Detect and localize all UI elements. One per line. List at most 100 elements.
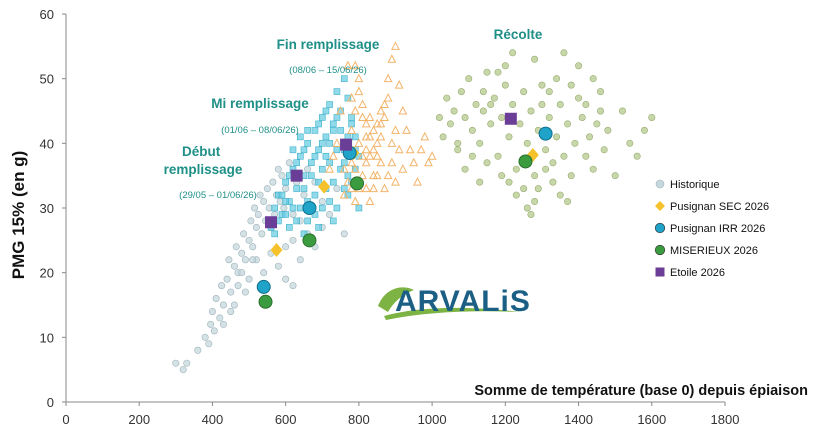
data-point: [513, 166, 519, 172]
annotation-mi-remplissage: Mi remplissage: [211, 96, 309, 111]
data-point: [319, 114, 325, 120]
data-point: [524, 140, 530, 146]
data-point: [377, 107, 384, 114]
data-point: [597, 108, 603, 114]
data-point: [340, 139, 352, 151]
data-point: [546, 88, 552, 94]
data-point: [297, 205, 303, 211]
data-point: [334, 114, 340, 120]
data-point: [564, 198, 570, 204]
logo-text: ARVALiS: [395, 285, 531, 318]
x-tick-label: 1800: [711, 412, 740, 427]
data-point: [381, 185, 388, 192]
data-point: [283, 199, 289, 205]
data-point: [392, 178, 399, 185]
data-point: [248, 218, 254, 224]
y-tick-label: 0: [47, 395, 54, 410]
data-point: [305, 127, 311, 133]
data-point: [303, 234, 316, 247]
data-point: [550, 179, 556, 185]
data-point: [480, 108, 486, 114]
data-point: [374, 139, 381, 146]
legend: Historique Pusignan SEC 2026 Pusignan IRR …: [655, 179, 769, 279]
data-point: [469, 153, 475, 159]
data-point: [506, 134, 512, 140]
data-point: [583, 101, 589, 107]
data-point: [290, 211, 296, 217]
data-point: [392, 42, 399, 49]
data-point: [312, 153, 318, 159]
data-point: [590, 166, 596, 172]
data-point: [356, 205, 362, 211]
data-point: [579, 114, 585, 120]
data-point: [407, 146, 414, 153]
legend-marker: [655, 201, 665, 211]
data-point: [279, 172, 285, 178]
data-point: [366, 133, 373, 140]
data-point: [542, 147, 548, 153]
data-point: [495, 153, 501, 159]
data-point: [319, 166, 325, 172]
data-point: [466, 75, 472, 81]
data-point: [282, 244, 288, 250]
data-point: [502, 63, 508, 69]
data-point: [553, 75, 559, 81]
data-point: [374, 152, 381, 159]
data-point: [297, 257, 303, 263]
legend-label: Pusignan SEC 2026: [670, 201, 769, 213]
data-point: [462, 114, 468, 120]
data-point: [542, 166, 548, 172]
data-point: [619, 108, 625, 114]
data-point: [436, 114, 442, 120]
data-point: [326, 211, 332, 217]
data-point: [233, 244, 239, 250]
data-point: [173, 360, 179, 366]
x-tick-label: 1200: [491, 412, 520, 427]
data-point: [531, 198, 537, 204]
data-point: [257, 192, 263, 198]
data-point: [425, 159, 432, 166]
data-point: [327, 102, 333, 108]
data-point: [202, 334, 208, 340]
data-point: [290, 147, 296, 153]
data-point: [341, 76, 347, 82]
data-point: [370, 185, 377, 192]
data-point: [316, 147, 322, 153]
data-point: [330, 152, 337, 159]
data-point: [601, 147, 607, 153]
data-point: [455, 147, 461, 153]
data-point: [366, 198, 373, 205]
y-tick-label: 60: [40, 7, 54, 22]
data-point: [564, 121, 570, 127]
data-point: [374, 172, 381, 179]
data-point: [250, 257, 256, 263]
data-point: [370, 172, 377, 179]
data-point: [224, 276, 230, 282]
data-point: [270, 179, 276, 185]
data-point: [316, 224, 322, 230]
data-point: [330, 127, 336, 133]
data-point: [561, 50, 567, 56]
data-point: [239, 269, 245, 275]
data-point: [209, 308, 215, 314]
data-point: [334, 205, 340, 211]
data-point: [444, 95, 450, 101]
data-point: [520, 185, 526, 191]
data-point: [264, 185, 270, 191]
data-point: [312, 192, 318, 198]
data-point: [495, 69, 501, 75]
data-point: [213, 295, 219, 301]
y-ticks: 0 10 20 30 40 50 60: [40, 7, 66, 410]
data-point: [348, 126, 355, 133]
data-point: [349, 114, 355, 120]
data-point: [341, 231, 347, 237]
y-tick-label: 30: [40, 201, 54, 216]
data-point: [399, 107, 406, 114]
data-point: [294, 218, 300, 224]
x-tick-label: 200: [128, 412, 150, 427]
data-point: [305, 218, 311, 224]
x-ticks: 0 200 400 600 800 1000 1200 1400 1600 1800: [62, 402, 739, 427]
data-point: [649, 114, 655, 120]
data-point: [539, 82, 545, 88]
data-point: [385, 94, 392, 101]
